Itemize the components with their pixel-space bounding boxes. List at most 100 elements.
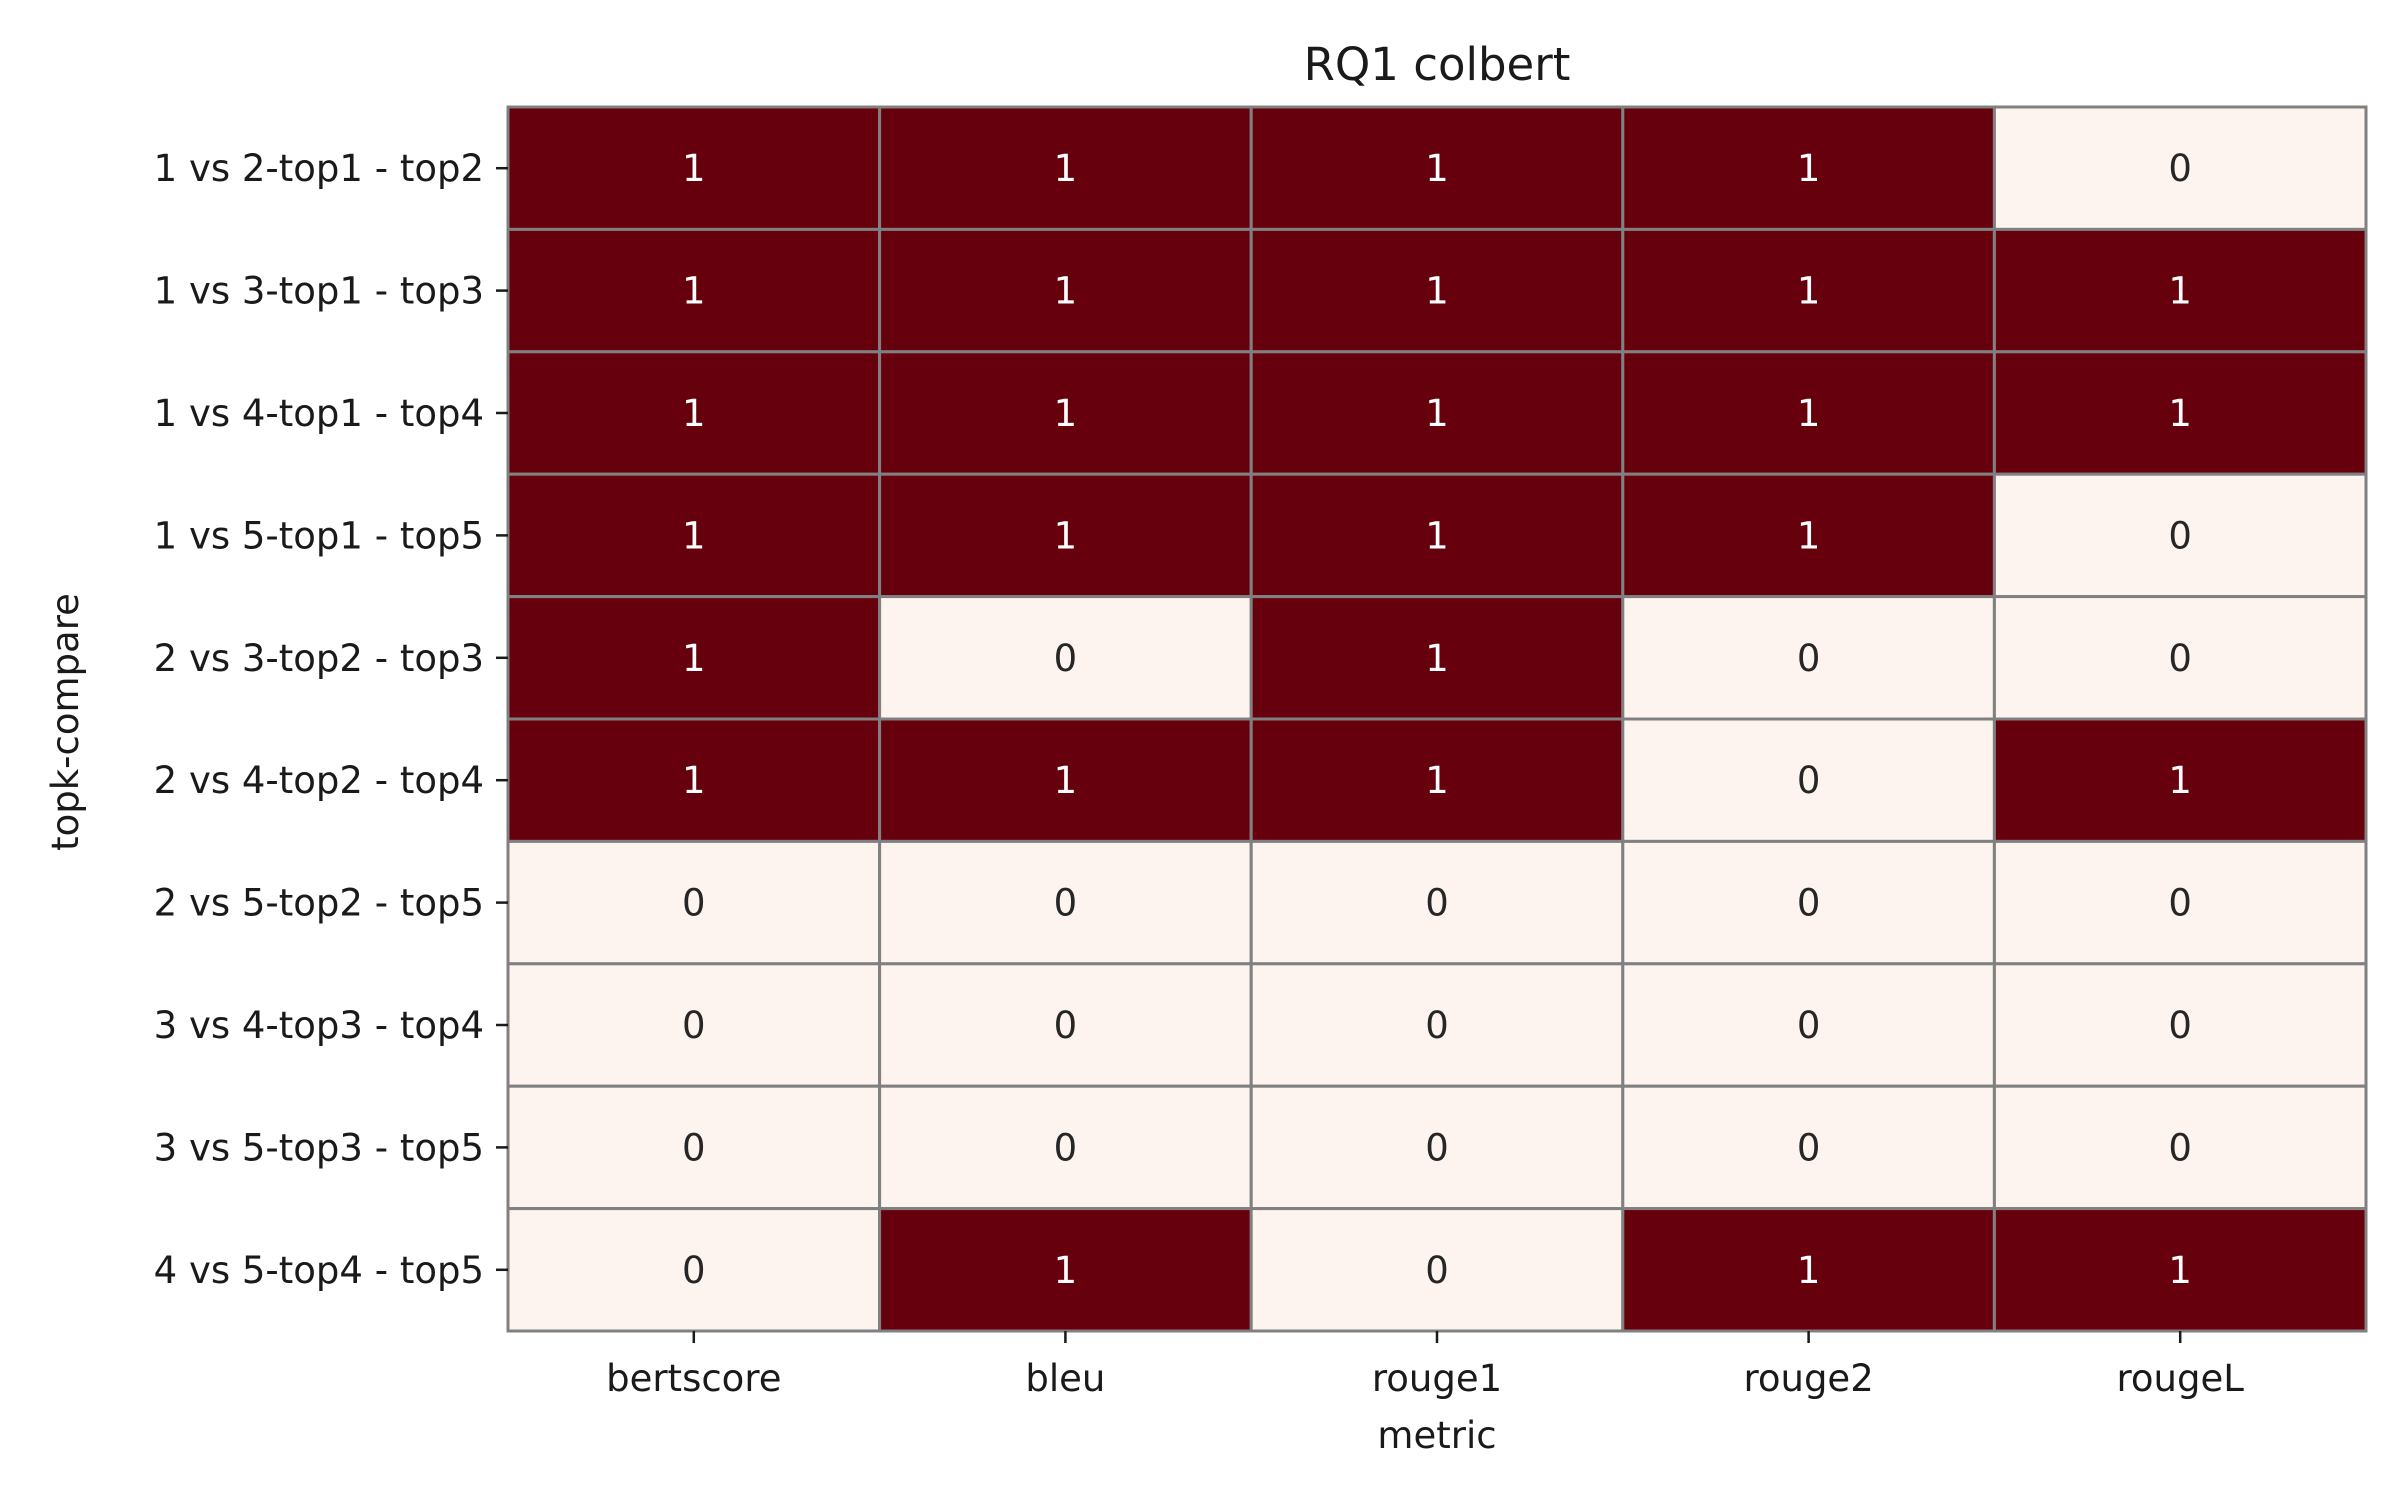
cell-value-label: 1 (682, 392, 706, 435)
heatmap-cell (506, 839, 882, 966)
cell-value-label: 0 (1054, 1126, 1078, 1169)
heatmap-cell (878, 717, 1253, 843)
heatmap-cell (506, 105, 882, 231)
cell-value-label: 0 (2168, 1004, 2192, 1047)
y-tick-label: 1 vs 4-top1 - top4 (154, 392, 484, 435)
y-axis-title: topk-compare (44, 593, 87, 851)
heatmap-cell (1992, 1084, 2368, 1211)
heatmap-cell (1249, 595, 1625, 721)
heatmap-cell (1249, 1207, 1625, 1333)
x-tick-label: rouge2 (1743, 1357, 1873, 1400)
cell-value-label: 1 (1425, 637, 1449, 680)
cell-value-label: 0 (1425, 1126, 1449, 1169)
cell-value-label: 0 (1797, 882, 1821, 925)
heatmap-cell (1992, 227, 2368, 354)
cell-value-label: 0 (682, 1126, 706, 1169)
cell-value-label: 0 (1797, 1004, 1821, 1047)
cell-value-label: 0 (1054, 882, 1078, 925)
heatmap-cell (1249, 472, 1625, 599)
heatmap-cell (1992, 1207, 2368, 1333)
heatmap-cell (1249, 1084, 1625, 1211)
heatmap-cell (1992, 595, 2368, 721)
cell-value-label: 1 (1425, 270, 1449, 313)
x-axis-title: metric (1377, 1414, 1496, 1457)
y-tick-label: 3 vs 4-top3 - top4 (154, 1004, 484, 1047)
cell-value-label: 1 (1797, 1249, 1821, 1292)
x-tick-label: bertscore (606, 1357, 781, 1400)
heatmap-cells: 1 1 1 1 0 1 1 1 1 1 1 1 1 1 1 1 1 1 1 0 1 0 1 0 0 1 1 1 0 1 0 0 0 0 0 0 0 0 0 0… (506, 105, 2368, 1333)
heatmap-cell (1992, 962, 2368, 1088)
cell-value-label: 0 (1425, 1004, 1449, 1047)
heatmap-cell (1249, 227, 1625, 354)
y-tick-label: 1 vs 3-top1 - top3 (154, 270, 484, 313)
cell-value-label: 1 (1797, 147, 1821, 190)
cell-value-label: 1 (682, 637, 706, 680)
heatmap-cell (878, 1084, 1253, 1211)
cell-value-label: 1 (2168, 270, 2192, 313)
y-tick-label: 2 vs 3-top2 - top3 (154, 637, 484, 680)
cell-value-label: 1 (1797, 392, 1821, 435)
heatmap-cell (1992, 472, 2368, 599)
heatmap-cell (878, 1207, 1253, 1333)
x-tick-label: rougeL (2117, 1357, 2245, 1400)
cell-value-label: 1 (2168, 759, 2192, 802)
cell-value-label: 1 (682, 759, 706, 802)
cell-value-label: 0 (1425, 1249, 1449, 1292)
cell-value-label: 1 (1425, 759, 1449, 802)
heatmap-cell (878, 962, 1253, 1088)
cell-value-label: 1 (682, 270, 706, 313)
heatmap-cell (1621, 472, 1996, 599)
cell-value-label: 0 (2168, 882, 2192, 925)
y-tick-label: 1 vs 2-top1 - top2 (154, 147, 484, 190)
heatmap-cell (1249, 717, 1625, 843)
heatmap-cell (1621, 350, 1996, 476)
cell-value-label: 0 (1054, 637, 1078, 680)
cell-value-label: 0 (682, 1004, 706, 1047)
cell-value-label: 1 (2168, 1249, 2192, 1292)
cell-value-label: 0 (682, 1249, 706, 1292)
heatmap-cell (878, 472, 1253, 599)
heatmap-cell (506, 962, 882, 1088)
heatmap-cell (506, 1207, 882, 1333)
cell-value-label: 1 (1797, 270, 1821, 313)
cell-value-label: 0 (1797, 1126, 1821, 1169)
cell-value-label: 0 (682, 882, 706, 925)
cell-value-label: 1 (682, 147, 706, 190)
heatmap-cell (506, 595, 882, 721)
x-axis: bertscore bleu rouge1 rouge2 rougeL (606, 1331, 2244, 1400)
cell-value-label: 1 (682, 514, 706, 557)
heatmap-cell (878, 350, 1253, 476)
heatmap-cell (1621, 1207, 1996, 1333)
chart-title: RQ1 colbert (1304, 38, 1571, 91)
y-axis: 1 vs 2-top1 - top2 1 vs 3-top1 - top3 1 vs… (154, 147, 508, 1292)
heatmap-cell (1621, 717, 1996, 843)
cell-value-label: 0 (2168, 514, 2192, 557)
y-tick-label: 1 vs 5-top1 - top5 (154, 514, 484, 557)
cell-value-label: 0 (2168, 1126, 2192, 1169)
x-tick-label: bleu (1025, 1357, 1105, 1400)
cell-value-label: 0 (1797, 759, 1821, 802)
cell-value-label: 0 (1054, 1004, 1078, 1047)
cell-value-label: 0 (2168, 637, 2192, 680)
cell-value-label: 1 (1797, 514, 1821, 557)
heatmap-cell (878, 595, 1253, 721)
cell-value-label: 1 (1425, 514, 1449, 557)
cell-value-label: 1 (1054, 270, 1078, 313)
cell-value-label: 0 (1425, 882, 1449, 925)
y-tick-label: 3 vs 5-top3 - top5 (154, 1126, 484, 1169)
cell-value-label: 1 (1054, 1249, 1078, 1292)
y-tick-label: 2 vs 5-top2 - top5 (154, 882, 484, 925)
heatmap-cell (1992, 717, 2368, 843)
cell-value-label: 1 (1054, 759, 1078, 802)
y-tick-label: 2 vs 4-top2 - top4 (154, 759, 484, 802)
cell-value-label: 0 (1797, 637, 1821, 680)
heatmap-cell (878, 105, 1253, 231)
y-tick-label: 4 vs 5-top4 - top5 (154, 1249, 484, 1292)
cell-value-label: 1 (1054, 392, 1078, 435)
cell-value-label: 1 (2168, 392, 2192, 435)
heatmap-cell (1249, 105, 1625, 231)
cell-value-label: 1 (1054, 147, 1078, 190)
cell-value-label: 1 (1425, 392, 1449, 435)
heatmap-cell (1621, 962, 1996, 1088)
